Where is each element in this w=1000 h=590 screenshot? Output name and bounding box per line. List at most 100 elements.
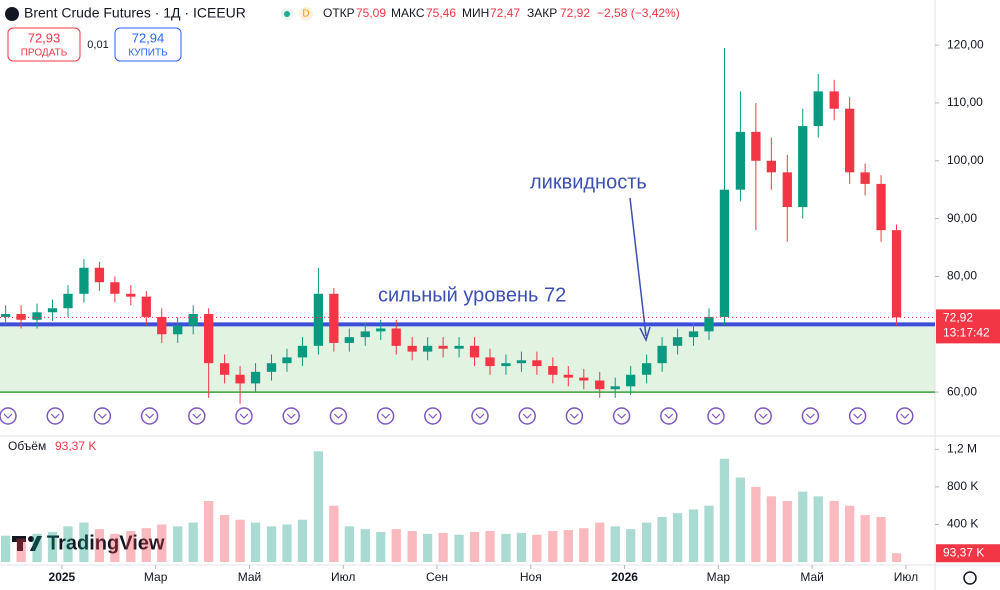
- candle-body: [813, 91, 823, 127]
- event-icon: [801, 407, 820, 425]
- volume-bar: [672, 513, 683, 562]
- candle-body: [141, 296, 151, 317]
- event-icon: [565, 407, 584, 425]
- volume-bar: [563, 530, 573, 562]
- event-icon: [188, 407, 206, 425]
- candle-body: [454, 345, 464, 349]
- event-icon: [471, 407, 489, 425]
- x-tick-label: Ноя: [520, 570, 542, 584]
- event-icon: [612, 407, 631, 425]
- candle-body: [0, 314, 11, 317]
- buy-button[interactable]: [114, 27, 182, 62]
- event-icon-arrow: [569, 413, 579, 419]
- candle-body: [47, 308, 58, 313]
- volume-bar: [610, 526, 620, 562]
- volume-bar: [657, 516, 667, 562]
- candle-body: [719, 189, 730, 317]
- ohlc-value: 75,09: [356, 6, 386, 20]
- countdown: 13:17:42: [943, 326, 990, 340]
- y-tick-label: 80,00: [947, 269, 977, 283]
- sell-button[interactable]: [7, 27, 81, 62]
- ohlc-value: 75,46: [426, 6, 456, 20]
- sell-label[interactable]: ПРОДАТЬ: [21, 48, 68, 59]
- event-icon-arrow: [239, 413, 249, 419]
- spread: 0,01: [87, 39, 108, 51]
- candle-body: [250, 371, 261, 384]
- volume-bar: [766, 496, 776, 562]
- event-icon-arrow: [333, 413, 343, 419]
- event-icon-arrow: [97, 413, 107, 419]
- volume-bar: [876, 516, 886, 562]
- volume-tick-label: 400 K: [947, 517, 978, 531]
- event-icon: [46, 407, 64, 425]
- volume-last-box: [936, 544, 1000, 563]
- event-icon: [93, 407, 112, 425]
- candle-body: [16, 314, 26, 320]
- candle-body: [438, 345, 448, 349]
- buy-label[interactable]: КУПИТЬ: [128, 48, 168, 59]
- candle-body: [485, 357, 495, 367]
- volume-title: Объём: [8, 439, 46, 453]
- event-icon: [0, 407, 17, 425]
- volume-bar: [204, 501, 214, 562]
- event-icon: [140, 407, 159, 425]
- candle-body: [532, 360, 542, 367]
- y-tick-label: 110,00: [947, 95, 983, 109]
- candle-body: [63, 293, 73, 309]
- candle-body: [516, 360, 527, 364]
- candle-body: [610, 386, 620, 390]
- candle-body: [329, 293, 339, 343]
- volume-bar: [266, 526, 277, 562]
- sell-price[interactable]: 72,93: [28, 30, 61, 45]
- event-icon-arrow: [664, 413, 674, 419]
- volume-bar: [94, 529, 105, 562]
- event-icon-arrow: [475, 413, 485, 419]
- watermark: TradingView: [47, 532, 165, 554]
- volume-bar: [813, 496, 823, 562]
- event-icon-arrow: [286, 413, 296, 419]
- last-price-label: 72,92: [943, 311, 973, 325]
- annotation: ликвидность: [530, 171, 647, 193]
- volume-bar: [860, 515, 870, 562]
- volume-bar: [391, 529, 401, 562]
- candle-body: [657, 345, 667, 364]
- volume-bar: [688, 509, 699, 562]
- volume-bar: [704, 505, 714, 562]
- candle-body: [579, 377, 589, 381]
- candle-body: [360, 331, 370, 338]
- volume-bar: [469, 531, 480, 562]
- candle-body: [391, 328, 401, 346]
- x-tick-label: Июл: [894, 570, 918, 584]
- volume-bar: [219, 515, 230, 562]
- event-icon: [235, 407, 253, 425]
- volume-bar: [579, 528, 589, 562]
- event-icon-arrow: [381, 413, 391, 419]
- volume-bar: [407, 531, 417, 562]
- event-icon: [896, 407, 914, 425]
- candle-body: [188, 314, 198, 326]
- event-icon-arrow: [50, 413, 60, 419]
- volume-tick-label: 800 K: [947, 479, 978, 493]
- event-icon-arrow: [428, 413, 438, 419]
- volume-bar: [235, 519, 245, 562]
- candle-body: [876, 183, 886, 231]
- candle-body: [704, 316, 714, 332]
- ohlc-label: ОТКР: [323, 6, 355, 20]
- volume-bar: [485, 531, 495, 562]
- y-tick-label: 100,00: [947, 153, 984, 167]
- volume-bar: [47, 531, 58, 562]
- ohlc-label: ЗАКР: [527, 6, 557, 20]
- volume-bar: [845, 505, 855, 562]
- annotation: сильный уровень 72: [378, 284, 566, 306]
- buy-price[interactable]: 72,94: [132, 30, 165, 45]
- candle-body: [782, 172, 792, 208]
- candle-body: [548, 366, 558, 375]
- volume-bar: [891, 553, 902, 562]
- settings-icon[interactable]: [963, 571, 977, 585]
- candle-body: [219, 363, 230, 375]
- event-icon-arrow: [522, 413, 532, 419]
- event-icon: [329, 407, 348, 425]
- x-tick-label: 2025: [49, 570, 76, 584]
- volume-bar: [188, 522, 198, 562]
